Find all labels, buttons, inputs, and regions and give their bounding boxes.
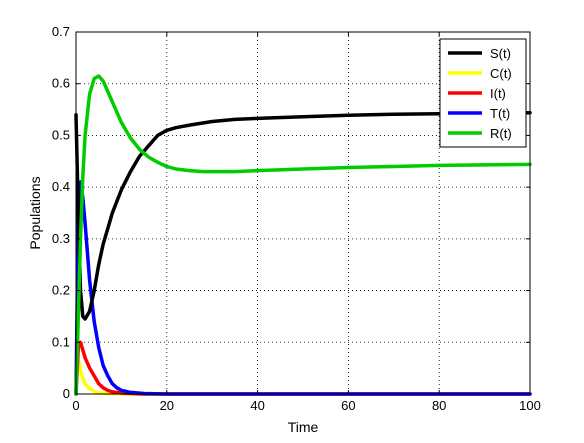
x-tick-label: 0 [72,398,79,413]
y-tick-label: 0.6 [52,76,70,91]
y-tick-label: 0.1 [52,334,70,349]
series-line-ct [74,356,532,396]
legend-label-st: S(t) [490,46,511,61]
legend: S(t) C(t) I(t) T(t) R(t) [439,38,527,148]
y-tick-label: 0.4 [52,179,70,194]
y-axis-label: Populations [27,176,43,249]
series-line-it [74,340,532,396]
x-tick-label: 20 [160,398,174,413]
y-tick-label: 0.5 [52,127,70,142]
series-line-tt [74,180,532,396]
series-line-rt [74,74,532,396]
grid [76,32,530,394]
legend-label-it: I(t) [490,86,506,101]
x-tick-label: 40 [250,398,264,413]
y-tick-label: 0.2 [52,283,70,298]
x-tick-label: 60 [341,398,355,413]
y-tick-label: 0.7 [52,24,70,39]
x-tick-label: 100 [519,398,541,413]
legend-label-ct: C(t) [490,66,512,81]
y-tick-label: 0.3 [52,231,70,246]
axis-ticks: 0 20 40 60 80 100 0 0.1 0.2 0.3 0.4 0.5 0.6 0.7 [52,24,541,413]
x-tick-label: 80 [432,398,446,413]
plot-frame [75,31,531,395]
legend-label-tt: T(t) [490,106,510,121]
legend-label-rt: R(t) [490,126,512,141]
x-axis-label: Time [288,419,319,435]
y-tick-label: 0 [63,386,70,401]
